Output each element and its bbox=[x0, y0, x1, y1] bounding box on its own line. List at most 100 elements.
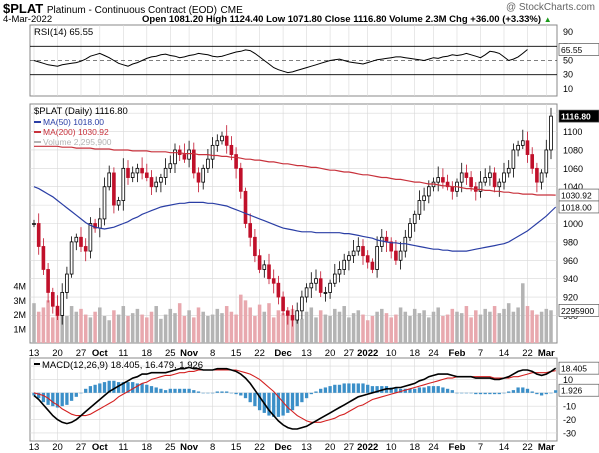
legend-entry: Volume 2,295,900 bbox=[43, 137, 112, 147]
macd-histogram-bar bbox=[201, 392, 205, 394]
candle-body bbox=[342, 259, 347, 270]
candle-body bbox=[121, 167, 126, 201]
candle-body bbox=[464, 172, 469, 178]
volume-bar bbox=[234, 314, 238, 343]
macd-histogram-bar bbox=[351, 383, 356, 393]
candle-body bbox=[441, 177, 445, 183]
candle-body bbox=[535, 167, 539, 183]
macd-histogram-bar bbox=[516, 387, 520, 393]
candle-body bbox=[379, 236, 384, 247]
macd-histogram-bar bbox=[98, 383, 102, 393]
candle-body bbox=[276, 282, 281, 298]
x-tick-label: Nov bbox=[180, 348, 199, 359]
candle-body bbox=[450, 186, 455, 192]
volume-bar bbox=[398, 307, 403, 343]
volume-bar bbox=[229, 311, 234, 343]
candle-body bbox=[262, 264, 267, 270]
x-tick-label: 10 bbox=[386, 442, 397, 453]
volume-bar bbox=[539, 311, 544, 343]
macd-histogram-bar bbox=[445, 388, 450, 393]
volume-bar bbox=[380, 308, 384, 343]
volume-bar bbox=[116, 314, 121, 343]
volume-bar bbox=[243, 300, 248, 343]
macd-histogram-bar bbox=[436, 386, 440, 393]
macd-y-tick-label: 10 bbox=[563, 375, 573, 385]
candle-body bbox=[469, 177, 473, 188]
volume-bar bbox=[309, 307, 314, 343]
volume-bar bbox=[145, 317, 149, 343]
volume-bar bbox=[121, 306, 126, 343]
macd-value-tag: 18.405 bbox=[561, 364, 587, 374]
macd-histogram-bar bbox=[215, 391, 219, 393]
x-tick-label: 8 bbox=[210, 442, 215, 453]
macd-histogram-bar bbox=[154, 387, 158, 393]
volume-bar bbox=[469, 317, 473, 343]
volume-bar bbox=[32, 303, 36, 343]
rsi-y-tick-label: 10 bbox=[563, 84, 573, 94]
volume-bar bbox=[74, 311, 79, 343]
macd-value-tag: 1.926 bbox=[561, 386, 583, 396]
candle-body bbox=[300, 296, 304, 312]
candle-body bbox=[46, 269, 50, 293]
macd-histogram-bar bbox=[394, 387, 398, 393]
candle-body bbox=[126, 167, 130, 178]
x-tick-label: 14 bbox=[499, 348, 510, 359]
candle-body bbox=[314, 278, 318, 284]
volume-bar bbox=[361, 314, 365, 343]
macd-histogram-bar bbox=[187, 388, 191, 393]
candle-body bbox=[497, 181, 502, 188]
candle-body bbox=[445, 181, 450, 188]
volume-bar bbox=[483, 308, 487, 343]
x-tick-label: 10 bbox=[386, 348, 397, 359]
macd-histogram-bar bbox=[314, 391, 318, 393]
volume-bar bbox=[83, 314, 88, 343]
macd-histogram-bar bbox=[366, 384, 370, 393]
macd-histogram-bar bbox=[370, 386, 375, 393]
volume-bar bbox=[422, 310, 426, 343]
candle-body bbox=[41, 246, 46, 270]
macd-histogram-bar bbox=[460, 392, 464, 394]
macd-histogram-bar bbox=[535, 392, 539, 395]
ohlc-summary: Open 1081.20 High 1124.40 Low 1071.80 Cl… bbox=[142, 14, 552, 25]
macd-histogram-bar bbox=[210, 392, 215, 394]
x-tick-label: 11 bbox=[118, 442, 128, 453]
volume-value-tag-box bbox=[558, 304, 599, 317]
candle-body bbox=[309, 282, 314, 289]
macd-histogram-bar bbox=[102, 382, 107, 393]
macd-histogram-bar bbox=[140, 383, 144, 393]
candle-body bbox=[130, 172, 135, 178]
volume-bar bbox=[215, 308, 220, 343]
volume-bar bbox=[295, 314, 299, 343]
price-y-tick-label: 920 bbox=[563, 293, 578, 303]
x-tick-label: 27 bbox=[344, 348, 355, 359]
candle-body bbox=[281, 296, 285, 312]
macd-histogram-bar bbox=[502, 392, 506, 394]
candle-body bbox=[253, 236, 257, 257]
candle-body bbox=[196, 172, 201, 183]
macd-histogram-bar bbox=[145, 384, 149, 393]
volume-bar bbox=[478, 314, 483, 343]
macd-histogram-bar bbox=[408, 388, 412, 393]
volume-bar bbox=[168, 308, 173, 343]
volume-bar bbox=[441, 315, 445, 343]
volume-bar bbox=[79, 308, 83, 343]
candle-body bbox=[210, 144, 215, 160]
volume-bar bbox=[384, 313, 389, 343]
volume-bar bbox=[248, 307, 252, 343]
volume-bar bbox=[516, 307, 520, 343]
volume-bar bbox=[412, 308, 417, 343]
candle-body bbox=[74, 236, 79, 243]
macd-histogram-bar bbox=[403, 388, 407, 393]
macd-histogram-bar bbox=[413, 388, 417, 393]
x-tick-label: 8 bbox=[210, 348, 215, 359]
macd-histogram-bar bbox=[422, 387, 426, 393]
macd-histogram-bar bbox=[544, 392, 548, 395]
candle-body bbox=[323, 292, 328, 294]
volume-bar bbox=[98, 307, 102, 343]
volume-bar bbox=[65, 315, 69, 343]
candle-body bbox=[520, 140, 525, 146]
volume-bar bbox=[271, 317, 276, 343]
volume-bar bbox=[328, 315, 332, 343]
volume-bar bbox=[314, 317, 318, 343]
